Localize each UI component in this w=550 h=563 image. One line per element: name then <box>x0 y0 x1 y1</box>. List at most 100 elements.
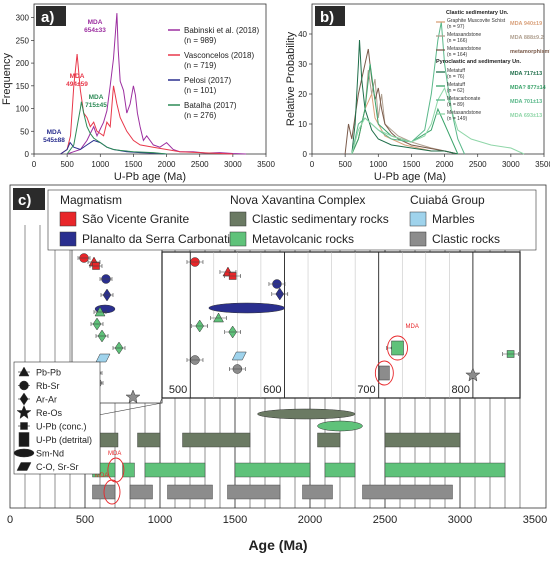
x-tick-label: 3500 <box>523 514 547 526</box>
mda-label: MDA <box>88 19 103 26</box>
legend-entry: Babinski et al. (2018) <box>184 26 259 35</box>
legend-mda: MDA 701±13 <box>510 99 542 105</box>
x-tick-label: 1000 <box>91 160 109 169</box>
smnd-ellipse <box>13 448 35 458</box>
method-legend-label: U-Pb (detrital) <box>36 435 92 445</box>
legend-swatch <box>229 231 247 247</box>
legend-count: (n = 149) <box>447 116 467 122</box>
legend-count: (n = 164) <box>447 52 467 58</box>
mda-value: 545±88 <box>43 137 65 144</box>
reos-star <box>16 404 32 420</box>
mda-label: MDA <box>89 94 104 101</box>
legend-entry: Pelosi (2017) <box>184 76 231 85</box>
legend-entry: Metacarbonate <box>447 96 481 102</box>
inset-connector <box>159 397 163 404</box>
detrital-bar <box>167 484 213 500</box>
reos-star <box>465 367 481 382</box>
smnd-ellipse <box>208 302 286 314</box>
legend-count: (n = 719) <box>184 61 217 70</box>
y-tick-label: 0 <box>25 150 30 159</box>
x-tick-label: 500 <box>76 514 94 526</box>
method-legend-label: Sm-Nd <box>36 449 64 459</box>
panel-b-ylabel: Relative Probability <box>285 31 297 126</box>
panel-b-ticks: 0 500 1000 1500 2000 2500 3000 3500 0 10 20 30 40 <box>298 30 550 169</box>
y-tick-label: 50 <box>20 127 29 136</box>
series-line <box>66 13 247 155</box>
legend-mda: metamorphism? MDA 574±19 867±14 <box>510 49 550 55</box>
upb-detrital-rect <box>391 340 404 356</box>
detrital-bar <box>144 462 206 478</box>
detrital-bar <box>384 462 506 478</box>
x-tick-label: 2000 <box>298 514 322 526</box>
detrital-bar <box>302 484 333 500</box>
panel-b-legend: Clastic sedimentary Un. Graphite Muscovit… <box>436 10 550 122</box>
mda-circle <box>387 335 408 361</box>
method-legend-label: Pb-Pb <box>36 368 61 378</box>
x-tick-label: 2500 <box>373 514 397 526</box>
x-tick-label: 3000 <box>502 160 520 169</box>
legend-count: (n = 989) <box>184 36 217 45</box>
x-tick-label: 1500 <box>223 514 247 526</box>
reos-star <box>125 389 141 404</box>
legend-swatch <box>229 211 247 227</box>
legend-entry: Metasandstone <box>447 110 481 116</box>
inset-zoom-frame <box>161 251 521 399</box>
legend-count: (n = 89) <box>447 102 465 108</box>
legend-group-title: Nova Xavantina Complex <box>230 193 365 207</box>
legend-mda: MDA 717±13 <box>510 71 542 77</box>
detrital-bar <box>137 432 161 448</box>
panel-b-xlabel: U-Pb age (Ma) <box>374 171 446 183</box>
inset-tick-label: 600 <box>263 384 281 396</box>
series-line <box>351 86 525 155</box>
smnd-ellipse <box>257 408 356 420</box>
x-tick-label: 500 <box>338 160 352 169</box>
detrital-bar <box>182 432 251 448</box>
legend-entry: Metatuff <box>447 82 466 88</box>
legend-mda: MDA 888±9.2 <box>510 35 544 41</box>
method-legend-label: Ar-Ar <box>36 395 57 405</box>
pbpb-triangle <box>18 366 30 377</box>
panel-a-series <box>60 13 247 155</box>
y-tick-label: 250 <box>16 36 30 45</box>
cosr-parallelogram <box>95 353 111 363</box>
y-tick-label: 10 <box>298 120 307 129</box>
panel-c-xlabel: Age (Ma) <box>248 537 307 553</box>
detrital-bar <box>122 462 135 478</box>
legend-count: (n = 97) <box>447 24 465 30</box>
legend-swatch <box>59 231 77 247</box>
series-line <box>60 139 167 155</box>
x-tick-label: 3500 <box>535 160 550 169</box>
inset-tick-label: 800 <box>452 384 470 396</box>
legend-mda: MDA 693±13 <box>510 113 542 119</box>
x-tick-label: 2500 <box>469 160 487 169</box>
x-tick-label: 3000 <box>448 514 472 526</box>
series-line <box>60 53 233 155</box>
x-tick-label: 0 <box>32 160 37 169</box>
panel-b-badge <box>315 6 345 26</box>
pbpb-triangle <box>94 306 106 317</box>
y-tick-label: 20 <box>298 90 307 99</box>
legend-mda: MDA? 877±14 <box>510 85 547 91</box>
panel-c: MDA MDA 500 600 700 800 MDA Magmatism São Vic… <box>7 184 547 553</box>
legend-header: Pyroclastic and sedimentary Un. <box>436 59 521 65</box>
legend-group-title: Magmatism <box>60 193 122 207</box>
method-legend-label: C-O, Sr-Sr <box>36 462 79 472</box>
detrital-bar <box>317 432 341 448</box>
panel-c-method-legend: Pb-Pb Rb-Sr Ar-Ar Re-Os U-Pb (conc.) U-Pb (de… <box>13 361 101 475</box>
legend-entry: Metavolcanic rocks <box>252 232 354 246</box>
legend-entry: Vasconcelos (2018) <box>184 51 254 60</box>
cosr-parallelogram <box>231 351 247 361</box>
legend-entry: Graphite Muscovite Schist <box>447 18 506 24</box>
legend-entry: Clastic rocks <box>432 232 500 246</box>
mda-value: 494±59 <box>66 81 88 88</box>
mda-label: MDA <box>47 129 62 136</box>
mda-text: MDA <box>108 451 121 457</box>
legend-group-title: Cuiabá Group <box>410 193 485 207</box>
detrital-bar <box>362 484 453 500</box>
panel-c-badge <box>13 188 45 210</box>
panel-a-ticks: 0 500 1000 1500 2000 2500 3000 3500 0 50 100 150 200… <box>16 14 276 169</box>
panel-a: 0 500 1000 1500 2000 2500 3000 3500 0 50 100 150 200… <box>1 3 276 183</box>
